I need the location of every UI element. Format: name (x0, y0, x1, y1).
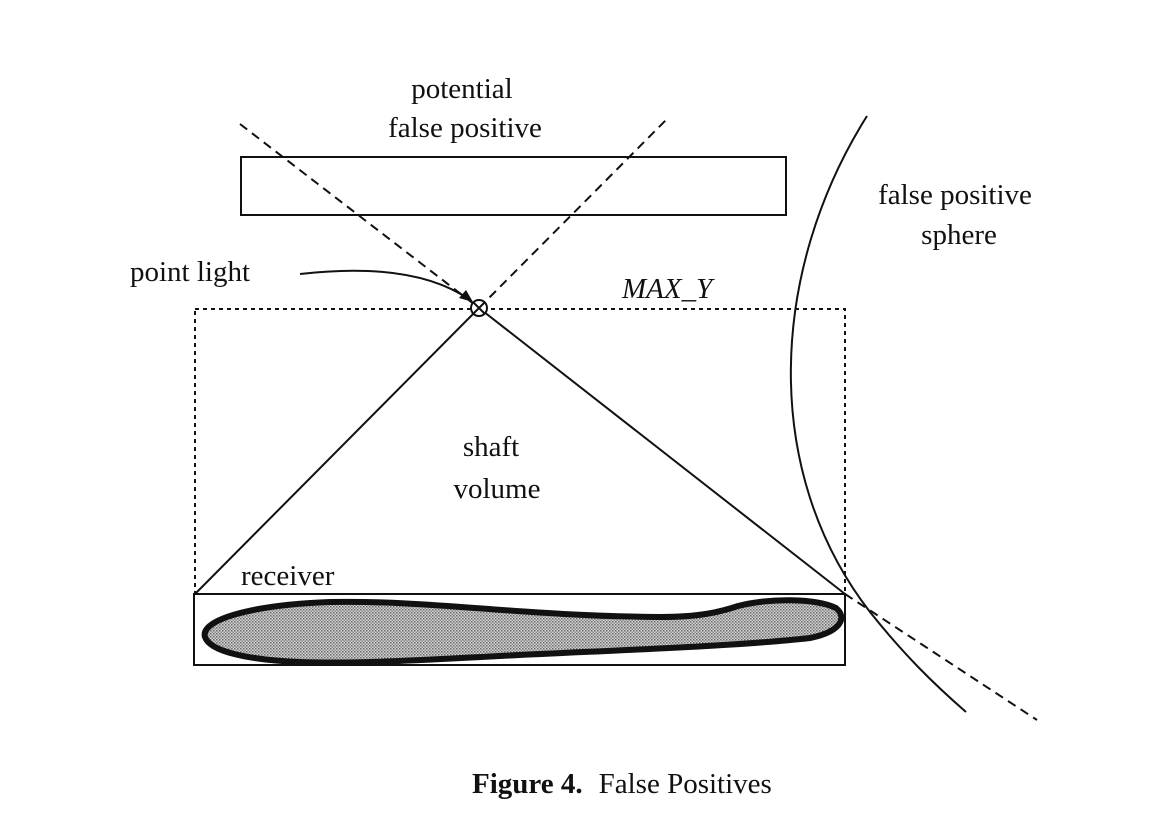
receiver-shape (201, 597, 845, 666)
caption-text: False Positives (599, 768, 772, 800)
receiver-label: receiver (241, 560, 335, 592)
point-light-pointer (299, 269, 471, 301)
potential-label-line2: false positive (388, 112, 542, 144)
shaft-edge-right (478, 307, 846, 595)
dashed-ray-lower-right (844, 593, 1038, 721)
max-y-bounding-box (194, 308, 846, 595)
sphere-label-line2: sphere (921, 219, 997, 251)
shaft-edge-left (194, 307, 480, 595)
shaft-label-line2: volume (454, 473, 541, 505)
receiver-box (193, 593, 846, 666)
point-light-marker-icon (470, 299, 488, 317)
caption-number: Figure 4. (472, 768, 583, 800)
sphere-label-line1: false positive (878, 179, 1032, 211)
shaft-label-line1: shaft (463, 431, 519, 463)
potential-false-positive-box (240, 156, 787, 216)
potential-label-line1: potential (411, 73, 512, 105)
false-positive-sphere-arc (789, 115, 967, 713)
figure-caption: Figure 4. False Positives (472, 768, 772, 800)
max-y-label: MAX_Y (621, 273, 715, 305)
arrowhead-icon (459, 290, 473, 302)
dashed-ray-left (239, 123, 480, 309)
point-light-label: point light (130, 256, 250, 288)
